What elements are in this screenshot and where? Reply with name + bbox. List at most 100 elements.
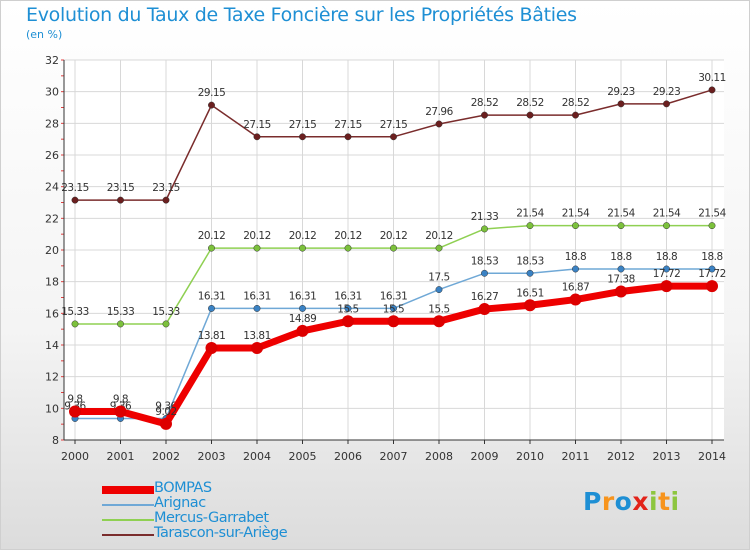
- legend-label: Mercus-Garrabet: [154, 510, 269, 526]
- data-point: [617, 100, 625, 108]
- data-label: 17.38: [607, 273, 635, 285]
- x-tick-label: 2008: [425, 450, 453, 463]
- data-point: [117, 320, 124, 328]
- data-point: [572, 222, 579, 230]
- data-point: [387, 315, 400, 328]
- data-label: 18.8: [656, 251, 677, 263]
- data-label: 15.5: [428, 303, 449, 315]
- data-point: [481, 225, 488, 233]
- data-label: 16.31: [334, 290, 362, 302]
- x-tick-label: 2007: [380, 450, 408, 463]
- data-point: [708, 86, 716, 94]
- y-tick-label: 10: [45, 402, 59, 415]
- x-tick-label: 2004: [243, 450, 271, 463]
- data-label: 15.33: [61, 306, 89, 318]
- data-point: [660, 280, 673, 293]
- y-tick-label: 24: [45, 181, 59, 194]
- data-point: [617, 222, 625, 230]
- data-point: [344, 133, 352, 141]
- data-label: 21.54: [562, 208, 590, 220]
- logo-letter: i: [649, 487, 659, 516]
- x-tick-label: 2013: [653, 450, 681, 463]
- data-label: 29.23: [607, 86, 635, 98]
- data-point: [435, 120, 443, 128]
- data-label: 16.27: [471, 291, 499, 303]
- x-tick-label: 2006: [334, 450, 362, 463]
- x-tick-label: 2010: [516, 450, 544, 463]
- data-label: 17.72: [698, 268, 726, 280]
- data-point: [208, 304, 215, 312]
- data-label: 28.52: [516, 97, 544, 109]
- data-label: 23.15: [152, 182, 180, 194]
- data-point: [663, 265, 670, 273]
- y-tick-label: 18: [45, 276, 59, 289]
- data-point: [162, 320, 170, 328]
- data-label: 21.54: [516, 208, 544, 220]
- x-tick-label: 2000: [61, 450, 89, 463]
- data-point: [572, 111, 579, 119]
- data-point: [572, 265, 579, 273]
- data-point: [299, 304, 306, 312]
- data-label: 20.12: [380, 230, 408, 242]
- x-tick-label: 2011: [562, 450, 590, 463]
- x-tick-label: 2012: [607, 450, 635, 463]
- data-label: 15.33: [107, 306, 135, 318]
- y-tick-label: 32: [45, 54, 59, 67]
- data-point: [160, 417, 172, 430]
- y-tick-label: 22: [45, 212, 59, 225]
- logo-letter: x: [632, 487, 649, 516]
- data-point: [524, 299, 536, 312]
- data-point: [435, 244, 443, 252]
- data-label: 20.12: [334, 230, 362, 242]
- data-label: 15.5: [337, 303, 358, 315]
- data-label: 16.51: [516, 287, 544, 299]
- data-label: 27.15: [243, 119, 271, 131]
- data-point: [296, 324, 309, 337]
- data-point: [481, 269, 488, 277]
- y-tick-label: 30: [45, 86, 59, 99]
- data-point: [208, 101, 215, 109]
- data-point: [615, 285, 627, 298]
- data-label: 21.54: [653, 208, 681, 220]
- series-tarascon-sur-ari-ge: 23.15 23.15 23.15 29.15 27.15 27.15 27.15 27.15…: [61, 72, 726, 204]
- data-point: [71, 320, 79, 328]
- data-point: [617, 265, 625, 273]
- data-label: 18.8: [565, 251, 586, 263]
- data-point: [251, 342, 263, 355]
- data-point: [435, 286, 443, 294]
- logo-letter: i: [670, 487, 680, 516]
- data-point: [208, 244, 215, 252]
- data-label: 29.23: [653, 86, 681, 98]
- data-label: 18.53: [516, 255, 544, 267]
- data-point: [69, 405, 81, 418]
- chart-title: Evolution du Taux de Taxe Foncière sur l…: [26, 4, 577, 26]
- data-label: 28.52: [471, 97, 499, 109]
- data-label: 16.31: [380, 290, 408, 302]
- data-point: [706, 280, 718, 293]
- logo-letter: o: [614, 487, 633, 516]
- y-tick-label: 16: [45, 307, 59, 320]
- y-tick-label: 12: [45, 371, 59, 384]
- data-label: 27.15: [380, 119, 408, 131]
- data-point: [117, 196, 124, 204]
- data-label: 18.8: [701, 251, 722, 263]
- data-label: 9.02: [155, 406, 176, 418]
- y-tick-label: 14: [45, 339, 59, 352]
- data-point: [205, 342, 218, 355]
- legend-label: BOMPAS: [154, 480, 212, 496]
- legend-label: Tarascon-sur-Ariège: [154, 525, 288, 541]
- data-label: 16.31: [198, 290, 226, 302]
- data-point: [253, 244, 261, 252]
- data-point: [344, 244, 352, 252]
- data-label: 23.15: [61, 182, 89, 194]
- proxiti-logo: Proxiti: [583, 487, 680, 516]
- data-label: 17.72: [653, 268, 681, 280]
- data-label: 20.12: [289, 230, 317, 242]
- y-tick-label: 8: [52, 434, 59, 447]
- data-label: 23.15: [107, 182, 135, 194]
- data-label: 15.33: [152, 306, 180, 318]
- data-label: 27.96: [425, 106, 453, 118]
- data-point: [478, 303, 491, 316]
